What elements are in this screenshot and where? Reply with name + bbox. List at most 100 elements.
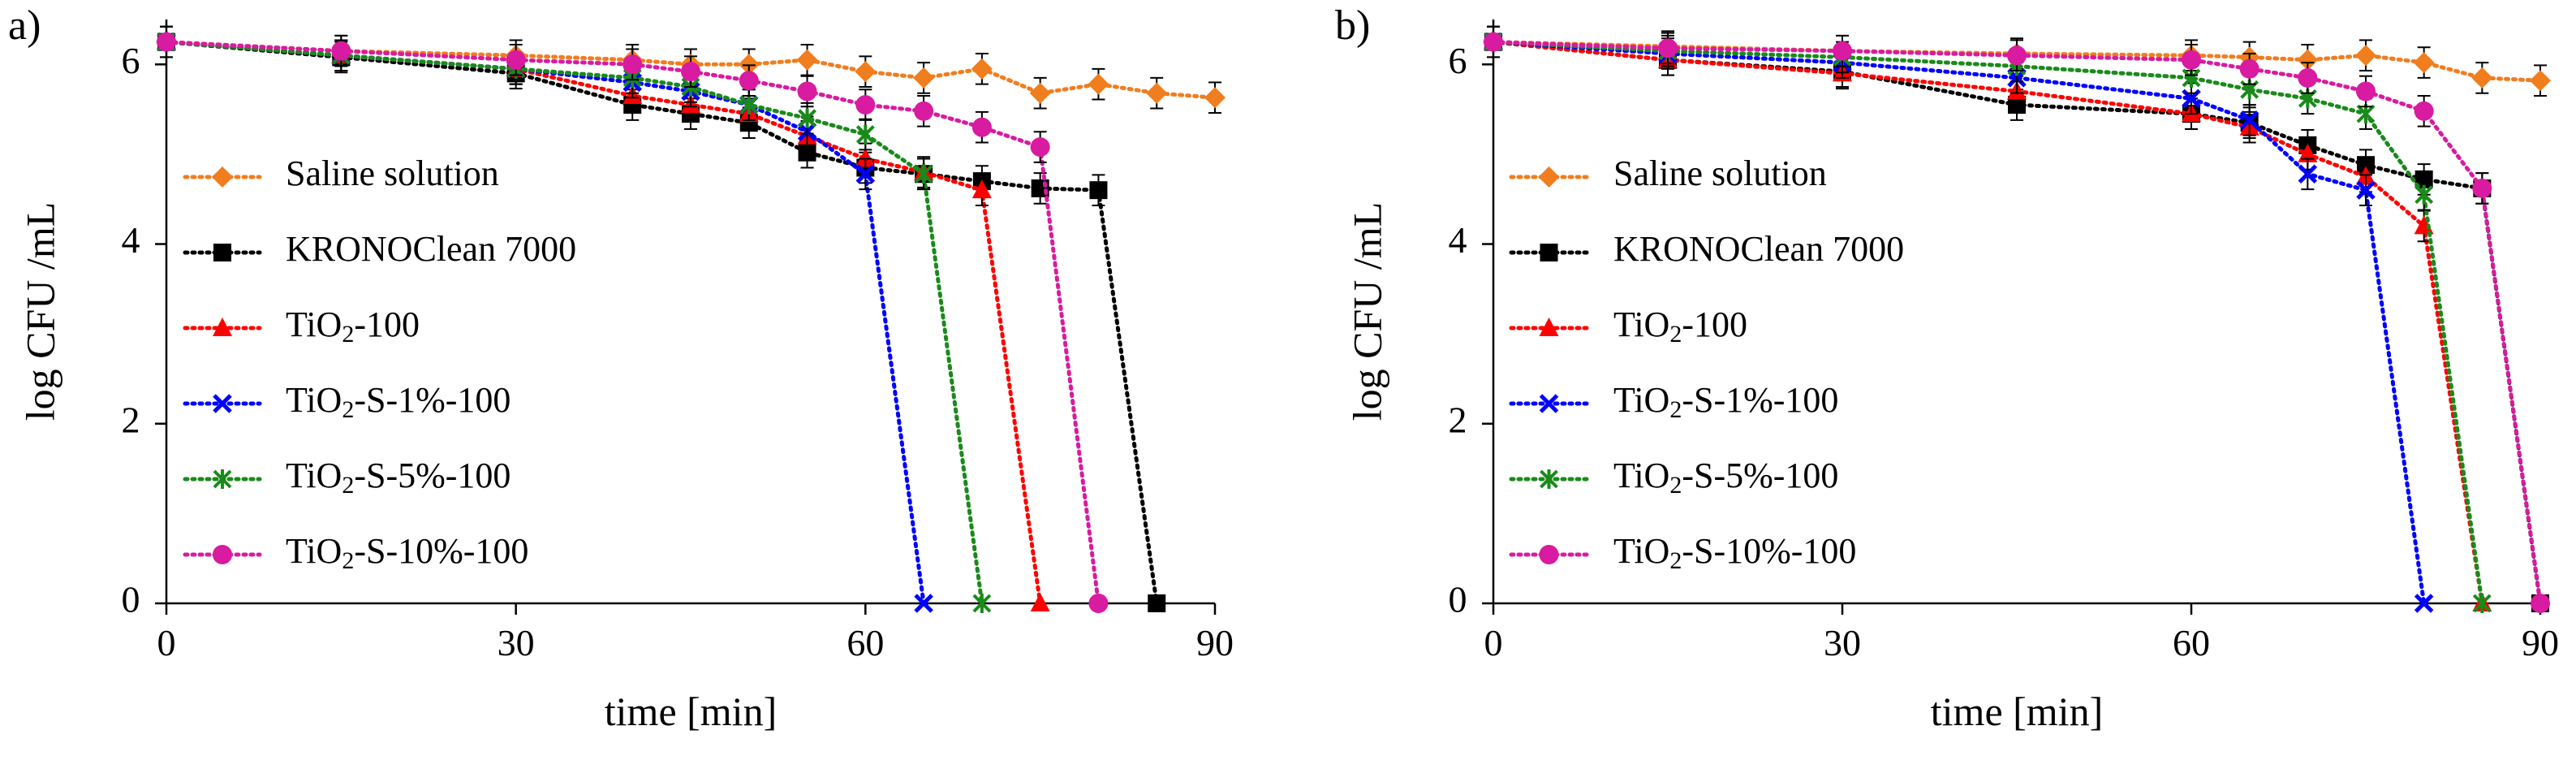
legend-marker bbox=[212, 166, 233, 188]
data-point bbox=[506, 50, 526, 70]
series-line bbox=[1491, 40, 2484, 606]
x-tick-label: 60 bbox=[846, 622, 884, 663]
legend-label: TiO2-S-10%-100 bbox=[1613, 531, 1856, 574]
data-point bbox=[2298, 164, 2318, 184]
y-tick-label: 6 bbox=[1449, 40, 1467, 81]
data-point bbox=[1658, 38, 1678, 58]
legend-entry: TiO2-S-1%-100 bbox=[1509, 380, 1838, 423]
data-point bbox=[1833, 41, 1852, 61]
data-point bbox=[972, 594, 992, 613]
y-tick-label: 0 bbox=[122, 579, 140, 620]
legend-marker bbox=[213, 244, 231, 261]
panel-b: 0 30 60 90 0 2 4 6 time [min] log CFU /mL b) Saline… bbox=[1335, 2, 2559, 734]
legend-marker bbox=[1540, 244, 1558, 261]
data-point bbox=[2355, 45, 2376, 67]
data-point bbox=[914, 164, 933, 184]
panel-a: 0 30 60 90 0 2 4 6 time [min] log CFU /mL a) Saline… bbox=[8, 2, 1234, 734]
legend-marker bbox=[1539, 394, 1559, 413]
legend-marker bbox=[213, 394, 232, 413]
data-point bbox=[2414, 184, 2434, 205]
legend-marker bbox=[1538, 166, 1560, 188]
legend-entry: TiO2-S-10%-100 bbox=[1509, 531, 1856, 574]
legend-label: TiO2-S-1%-100 bbox=[286, 380, 510, 423]
legend-marker bbox=[1540, 469, 1558, 489]
data-point-stroke bbox=[2414, 594, 2434, 613]
data-point-stroke bbox=[2298, 164, 2318, 184]
data-point bbox=[971, 179, 992, 199]
series-5 bbox=[1484, 25, 2550, 613]
panel-label: a) bbox=[8, 2, 41, 49]
data-point bbox=[914, 101, 934, 121]
data-point bbox=[157, 32, 176, 52]
data-point bbox=[1030, 593, 1050, 611]
data-point bbox=[2472, 594, 2492, 613]
data-point bbox=[855, 164, 876, 184]
legend-label: KRONOClean 7000 bbox=[1613, 229, 1904, 269]
legend-entry: TiO2-S-5%-100 bbox=[1509, 456, 1838, 499]
legend-marker bbox=[1539, 545, 1559, 564]
data-point bbox=[1088, 73, 1109, 95]
data-point bbox=[2239, 58, 2259, 79]
series-line bbox=[164, 40, 984, 606]
legend-entry: TiO2-S-1%-100 bbox=[183, 380, 510, 423]
data-point bbox=[798, 143, 816, 162]
y-tick-label: 4 bbox=[122, 219, 140, 261]
x-tick-label: 30 bbox=[1824, 622, 1861, 663]
legend-label: TiO2-S-1%-100 bbox=[1613, 380, 1838, 423]
data-point bbox=[2413, 52, 2435, 74]
x-tick-label: 60 bbox=[2173, 622, 2210, 663]
data-point bbox=[796, 49, 818, 71]
data-point bbox=[1484, 32, 1503, 52]
x-axis-title: time [min] bbox=[605, 689, 777, 734]
data-point bbox=[1148, 594, 1166, 612]
data-point bbox=[739, 71, 759, 91]
series-line bbox=[164, 40, 1101, 606]
series-5 bbox=[157, 25, 1109, 613]
legend-entry: TiO2-100 bbox=[183, 305, 420, 348]
data-point bbox=[1088, 594, 1109, 613]
data-point bbox=[1146, 82, 1168, 104]
data-point bbox=[913, 67, 935, 89]
y-tick-label: 0 bbox=[1449, 579, 1467, 620]
data-point bbox=[739, 95, 759, 115]
legend-marker bbox=[213, 318, 232, 336]
legend-label: TiO2-100 bbox=[286, 305, 420, 348]
data-point bbox=[2239, 110, 2259, 130]
data-point bbox=[2298, 67, 2318, 88]
data-point bbox=[855, 148, 876, 167]
x-tick-label: 0 bbox=[1484, 622, 1503, 663]
data-point-stroke bbox=[855, 164, 876, 184]
data-point bbox=[2356, 180, 2376, 200]
data-point bbox=[1029, 82, 1051, 104]
data-point-stroke bbox=[2356, 180, 2376, 200]
legend-entry: Saline solution bbox=[1509, 153, 1827, 193]
data-point bbox=[1204, 87, 1226, 109]
data-point bbox=[622, 54, 643, 75]
data-point bbox=[2471, 67, 2493, 89]
x-tick-label: 90 bbox=[1196, 622, 1234, 663]
y-tick-label: 4 bbox=[1449, 219, 1467, 261]
data-point bbox=[2531, 594, 2550, 613]
data-point bbox=[1030, 137, 1050, 158]
y-tick-label: 2 bbox=[1449, 399, 1467, 440]
data-point-stroke bbox=[2239, 110, 2259, 130]
series-line bbox=[1491, 40, 2484, 606]
data-point bbox=[2414, 101, 2434, 121]
legend-marker-stroke bbox=[213, 394, 232, 413]
data-point bbox=[971, 117, 992, 137]
legend-label: TiO2-S-5%-100 bbox=[286, 456, 510, 499]
y-axis-title: log CFU /mL bbox=[17, 202, 62, 421]
data-point bbox=[2298, 143, 2318, 162]
data-point bbox=[914, 594, 933, 613]
panel-label: b) bbox=[1335, 2, 1370, 49]
data-point bbox=[331, 41, 351, 61]
data-point bbox=[2182, 50, 2201, 70]
legend-marker bbox=[213, 545, 232, 564]
legend-entry: TiO2-S-10%-100 bbox=[183, 531, 528, 574]
data-point bbox=[2356, 81, 2376, 102]
legend-label: Saline solution bbox=[286, 153, 499, 193]
data-point-stroke bbox=[914, 594, 933, 613]
y-axis-title: log CFU /mL bbox=[1344, 202, 1389, 421]
legend-entry: TiO2-S-5%-100 bbox=[183, 456, 510, 499]
